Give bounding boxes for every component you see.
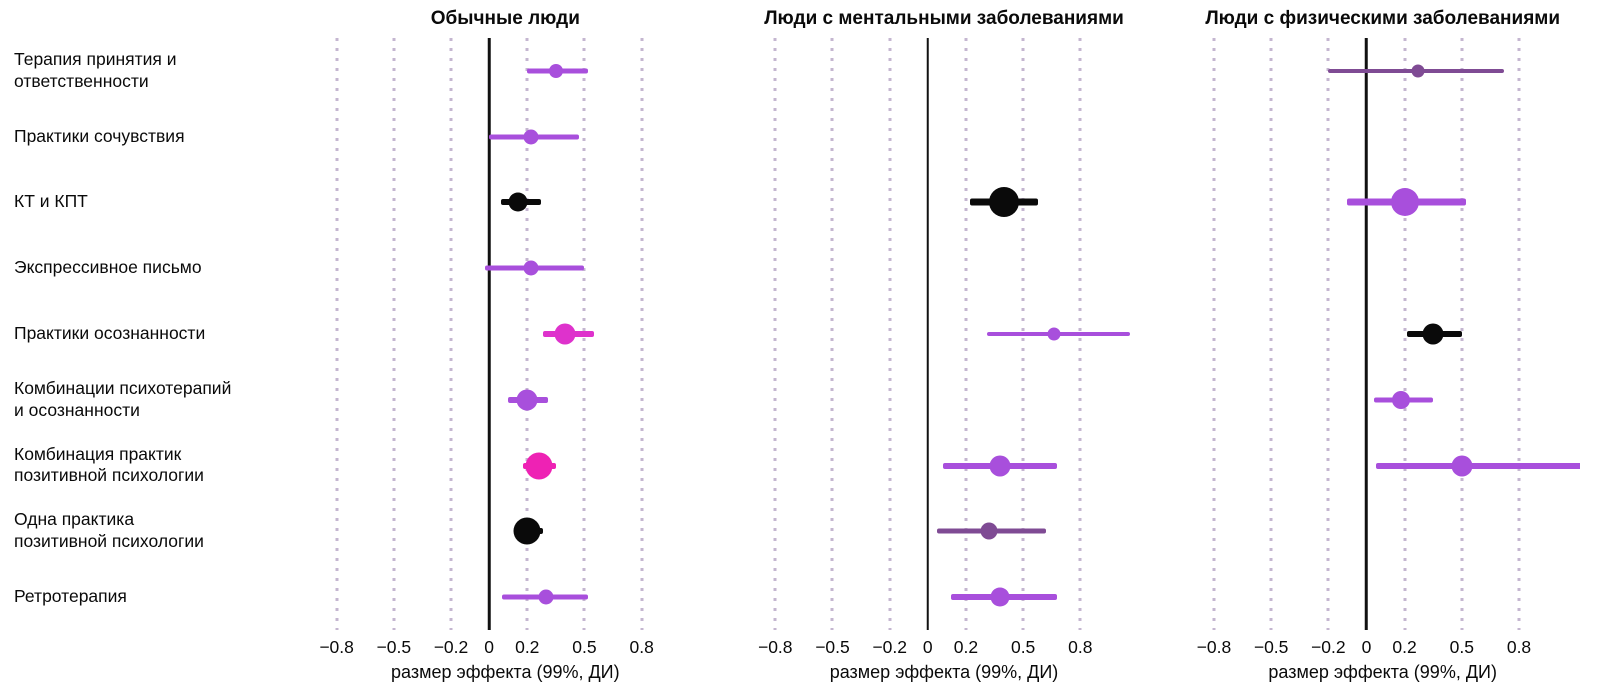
gridline [525, 38, 529, 630]
category-labels: Терапия принятия и ответственности Практи… [10, 38, 298, 630]
category-label: Одна практика позитивной психологии [14, 509, 204, 552]
x-tick-label: 0.8 [1068, 637, 1093, 657]
x-tick-label: 0.8 [629, 637, 654, 657]
estimate-dot [989, 187, 1020, 218]
estimate-dot [1422, 323, 1444, 345]
x-axis-title: размер эффекта (99%, ДИ) [391, 662, 620, 682]
gridline [964, 38, 968, 630]
category-label: Ретротерапия [14, 586, 127, 607]
x-tick-label: −0.2 [433, 637, 469, 657]
estimate-dot [525, 452, 553, 480]
x-tick-label: −0.2 [872, 637, 907, 657]
estimate-dot [1047, 327, 1061, 341]
estimate-dot [513, 517, 541, 545]
gridline [773, 38, 777, 630]
labels-axis-spacer [10, 630, 298, 662]
estimate-dot [508, 192, 528, 212]
gridline [1460, 38, 1464, 630]
x-tick-label: −0.2 [1311, 637, 1346, 657]
category-label: Экспрессивное письмо [14, 257, 202, 278]
x-tick-label: −0.5 [815, 637, 850, 657]
plot-area [308, 38, 703, 630]
estimate-dot [538, 589, 554, 605]
category-label: КТ и КПТ [14, 191, 88, 212]
x-tick-label: 0.5 [1449, 637, 1474, 657]
gridline [888, 38, 892, 630]
x-axis: −0.8 −0.5 −0.2 0 0.2 0.5 0.8 [308, 630, 703, 662]
estimate-dot [990, 587, 1010, 607]
x-tick-label: 0 [922, 637, 933, 657]
gridline [830, 38, 834, 630]
gridline [1212, 38, 1216, 630]
x-tick-label: 0 [1361, 637, 1372, 657]
estimate-dot [516, 389, 538, 411]
gridline [1517, 38, 1521, 630]
gridline [640, 38, 644, 630]
category-label: Практики сочувствия [14, 125, 185, 146]
x-tick-label: 0.2 [515, 637, 540, 657]
panel-general-people: Обычные люди −0.8 −0.5 −0.2 0 0.2 0.5 0.8 разм… [308, 8, 703, 690]
x-tick-label: 0.2 [1392, 637, 1417, 657]
x-axis-title: размер эффекта (99%, ДИ) [1268, 662, 1497, 682]
x-tick-label: −0.8 [319, 637, 354, 657]
zero-reference-line [926, 38, 930, 630]
estimate-dot [1391, 390, 1410, 409]
plot-area [747, 38, 1142, 630]
plot-area [1185, 38, 1581, 630]
x-tick-label: −0.5 [376, 637, 412, 657]
x-tick-label: 0 [484, 637, 494, 657]
estimate-dot [980, 522, 998, 540]
confidence-interval-line [1376, 462, 1581, 469]
x-tick-label: −0.8 [1196, 637, 1232, 657]
gridline [335, 38, 339, 630]
estimate-dot [1390, 188, 1419, 217]
panel-title: Люди с физическими заболеваниями [1205, 8, 1561, 29]
x-tick-label: 0.5 [1010, 637, 1036, 657]
category-label: Практики осознанности [14, 323, 206, 344]
zero-reference-line [1365, 38, 1368, 630]
panel-title: Обычные люди [430, 8, 580, 29]
x-tick-label: −0.5 [1253, 637, 1289, 657]
category-label: Комбинация практик позитивной психологии [14, 443, 204, 486]
category-label: Комбинации психотерапий и осознанности [14, 377, 232, 420]
x-axis: −0.8 −0.5 −0.2 0 0.2 0.5 0.8 [747, 630, 1142, 662]
x-tick-label: 0.8 [1506, 637, 1532, 657]
estimate-dot [1411, 64, 1425, 78]
estimate-dot [989, 455, 1011, 477]
gridline [1269, 38, 1273, 630]
labels-title-spacer [10, 8, 298, 38]
estimate-dot [554, 323, 576, 345]
panel-mental-illness: Люди с ментальными заболеваниями −0.8 −0.… [747, 8, 1142, 690]
gridline [392, 38, 396, 630]
gridline [449, 38, 453, 630]
category-label: Терапия принятия и ответственности [14, 49, 177, 91]
estimate-dot [1451, 455, 1473, 477]
panel-physical-illness: Люди с физическими заболеваниями −0.8 −0.… [1185, 8, 1581, 690]
x-axis-title: размер эффекта (99%, ДИ) [829, 662, 1059, 682]
estimate-dot [523, 129, 539, 145]
estimate-dot [548, 63, 563, 78]
x-tick-label: 0.5 [572, 637, 597, 657]
x-tick-label: −0.8 [757, 637, 793, 657]
estimate-dot [523, 260, 539, 276]
panel-title: Люди с ментальными заболеваниями [764, 8, 1124, 29]
gridline [1403, 38, 1407, 630]
gridline [1326, 38, 1330, 630]
x-axis: −0.8 −0.5 −0.2 0 0.2 0.5 0.8 [1185, 630, 1580, 662]
zero-reference-line [487, 38, 491, 630]
labels-axis-title-spacer [10, 662, 298, 690]
category-labels-column: Терапия принятия и ответственности Практи… [10, 8, 298, 690]
x-tick-label: 0.2 [953, 637, 979, 657]
